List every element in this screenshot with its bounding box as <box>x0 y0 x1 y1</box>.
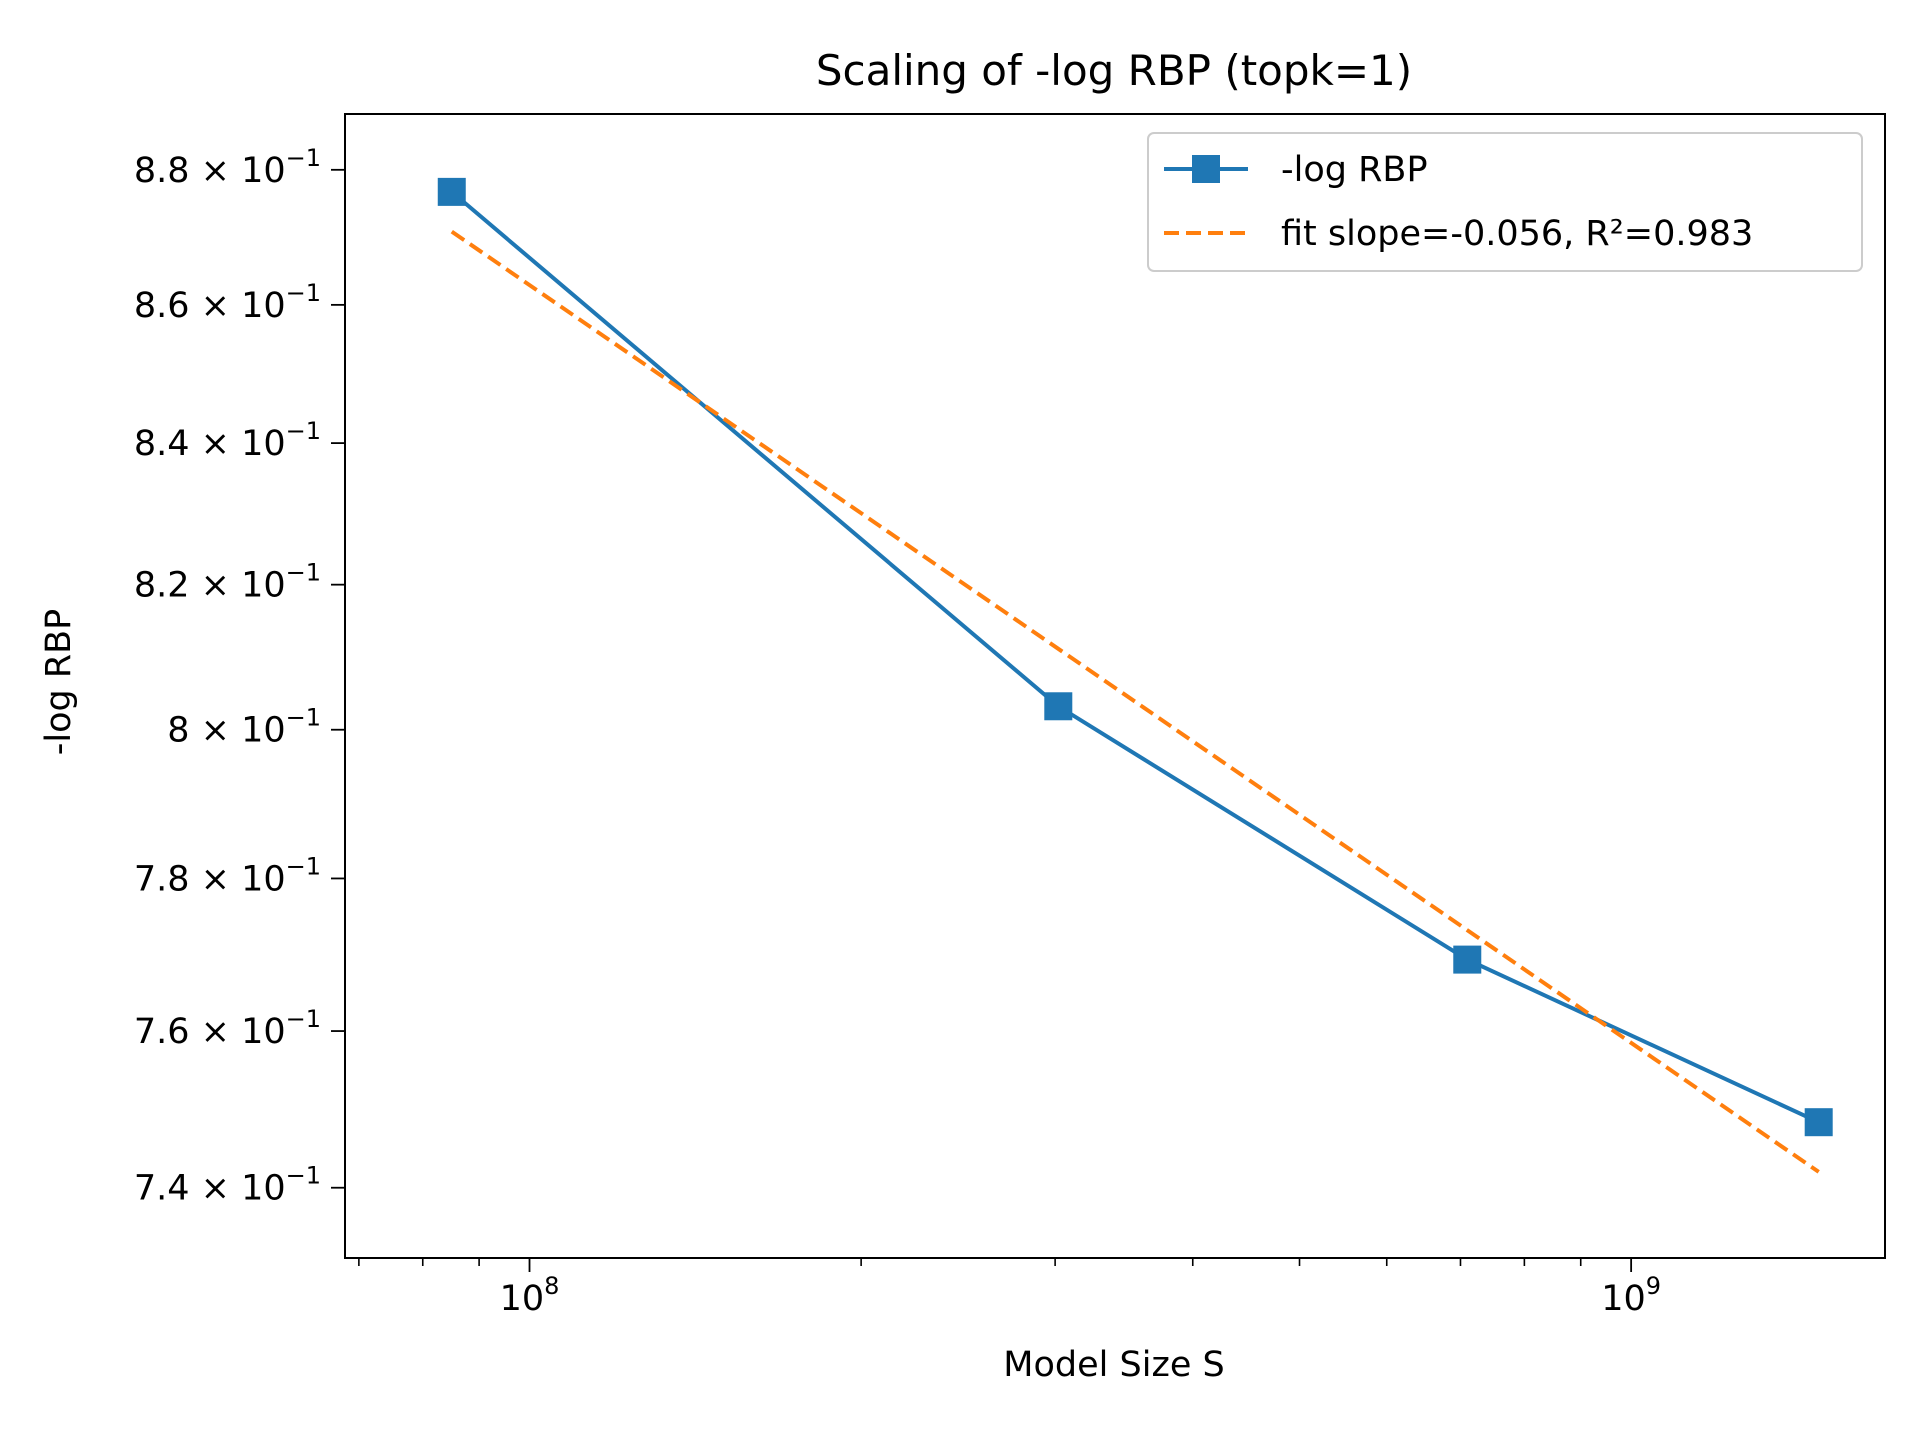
y-axis-label: -log RBP <box>39 609 79 756</box>
legend-marker-sample <box>1192 155 1220 183</box>
legend-box <box>1147 132 1863 272</box>
axes-frame <box>344 113 1886 1259</box>
y-tick-label: 8.2 × 10−1 <box>134 559 321 606</box>
legend-entry-label: fit slope=-0.056, R²=0.983 <box>1281 214 1753 254</box>
legend: -log RBP fit slope=-0.056, R²=0.983 <box>1147 132 1863 272</box>
y-tick-label: 7.8 × 10−1 <box>134 852 321 899</box>
series-line <box>450 190 1820 1125</box>
y-tick-label: 8.6 × 10−1 <box>134 279 321 326</box>
data-point-marker <box>1804 1108 1833 1137</box>
y-tick-label: 7.6 × 10−1 <box>134 1005 321 1052</box>
data-point-marker <box>437 177 466 206</box>
x-tick-label: 109 <box>1601 1272 1661 1319</box>
x-axis-label: Model Size S <box>1003 1345 1224 1385</box>
y-tick-label: 7.4 × 10−1 <box>134 1162 321 1209</box>
legend-entry-label: -log RBP <box>1281 150 1428 190</box>
plot-area: 108 109 7.4 × 10−1 7.6 × 10−1 7.8 × 10−1 8 × … <box>134 113 1886 1319</box>
data-point-marker <box>1453 945 1482 974</box>
series-line <box>450 229 1820 1174</box>
data-point-marker <box>1044 692 1073 721</box>
y-tick-label: 8.8 × 10−1 <box>134 144 321 191</box>
y-tick-label: 8.4 × 10−1 <box>134 417 321 464</box>
x-tick-label: 108 <box>500 1272 560 1319</box>
y-tick-label: 8 × 10−1 <box>167 704 321 751</box>
chart-title: Scaling of -log RBP (topk=1) <box>816 46 1412 95</box>
